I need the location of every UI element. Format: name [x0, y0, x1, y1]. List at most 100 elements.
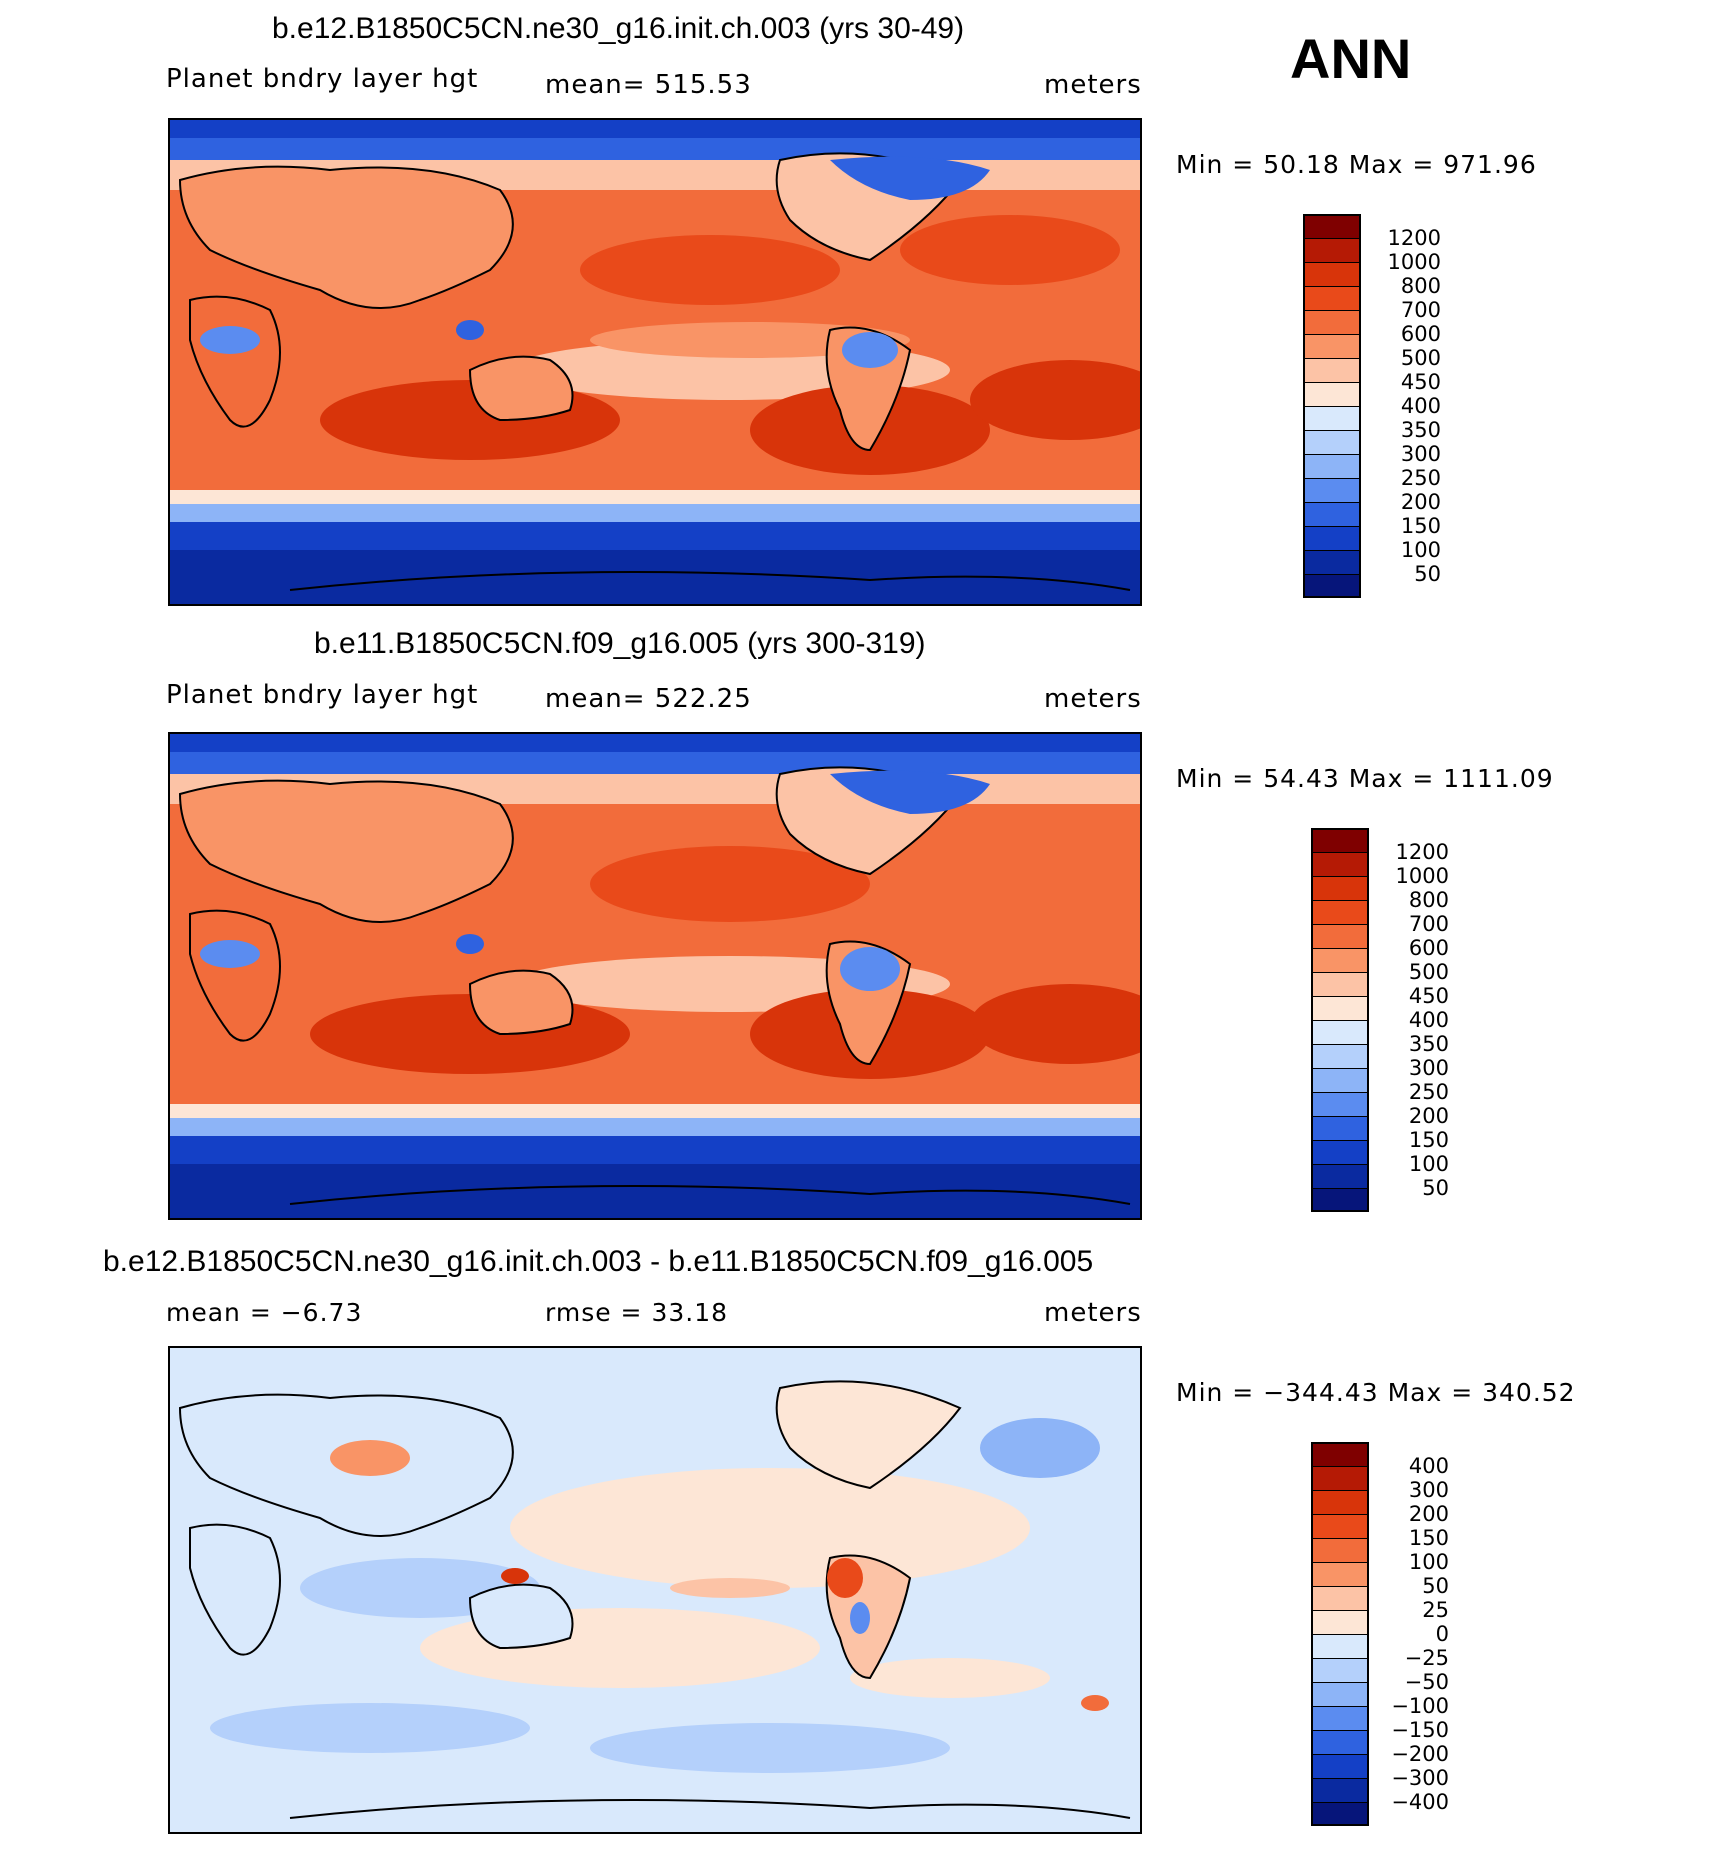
panel3-colorbar-bin — [1311, 1802, 1369, 1826]
panel3-colorbar-label: −300 — [1391, 1766, 1449, 1790]
panel1-colorbar-bin — [1303, 526, 1361, 550]
panel3-colorbar-bin — [1311, 1514, 1369, 1538]
panel1-colorbar-label: 450 — [1400, 370, 1441, 394]
panel2-colorbar-label: 1000 — [1395, 864, 1449, 888]
panel2-colorbar-label: 800 — [1408, 888, 1449, 912]
panel3-colorbar-bin — [1311, 1562, 1369, 1586]
panel2-colorbar-label: 400 — [1408, 1008, 1449, 1032]
panel3-colorbar-bin — [1311, 1778, 1369, 1802]
panel3-colorbar-bin — [1311, 1466, 1369, 1490]
panel1-colorbar-bin — [1303, 406, 1361, 430]
panel1-variable-label: Planet bndry layer hgt — [166, 64, 479, 94]
panel1-colorbar-bin — [1303, 310, 1361, 334]
panel1-mean-label: mean= 515.53 — [545, 70, 752, 100]
panel2-title: b.e11.B1850C5CN.f09_g16.005 (yrs 300-319… — [314, 627, 926, 660]
panel1-colorbar-label: 1200 — [1387, 226, 1441, 250]
panel1-colorbar-label: 50 — [1414, 562, 1441, 586]
panel3-mean-label: mean = −6.73 — [166, 1298, 363, 1327]
panel1-colorbar-label: 200 — [1400, 490, 1441, 514]
panel1-colorbar-label: 1000 — [1387, 250, 1441, 274]
panel2-colorbar-label: 50 — [1422, 1176, 1449, 1200]
panel2-colorbar-bin — [1311, 876, 1369, 900]
panel2-map — [168, 732, 1142, 1220]
panel1-colorbar-label: 400 — [1400, 394, 1441, 418]
panel3-colorbar-bin — [1311, 1754, 1369, 1778]
panel1-colorbar-bin — [1303, 238, 1361, 262]
panel3-colorbar-label: 100 — [1408, 1550, 1449, 1574]
season-label: ANN — [1290, 27, 1412, 90]
panel1-colorbar-bin — [1303, 382, 1361, 406]
panel3-colorbar-label: −400 — [1391, 1790, 1449, 1814]
panel2-colorbar-bin — [1311, 828, 1369, 852]
panel1-colorbar-label: 350 — [1400, 418, 1441, 442]
panel1-colorbar-label: 100 — [1400, 538, 1441, 562]
panel1-colorbar-bin — [1303, 358, 1361, 382]
panel1-title: b.e12.B1850C5CN.ne30_g16.init.ch.003 (yr… — [272, 12, 965, 45]
panel2-colorbar-bin — [1311, 1020, 1369, 1044]
panel1-colorbar: 1200 1000 800 700 600 500 450 400 350 30… — [1303, 214, 1463, 604]
panel3-rmse-label: rmse = 33.18 — [545, 1298, 729, 1327]
panel2-colorbar-label: 700 — [1408, 912, 1449, 936]
panel2-colorbar-label: 350 — [1408, 1032, 1449, 1056]
panel1-map — [168, 118, 1142, 606]
panel1-colorbar-label: 150 — [1400, 514, 1441, 538]
panel3-colorbar-bin — [1311, 1730, 1369, 1754]
panel1-units-label: meters — [1044, 70, 1142, 100]
panel1-colorbar-bin — [1303, 334, 1361, 358]
panel3-colorbar-label: 200 — [1408, 1502, 1449, 1526]
panel2-colorbar-bin — [1311, 996, 1369, 1020]
panel2-colorbar-bin — [1311, 1044, 1369, 1068]
panel3-map — [168, 1346, 1142, 1834]
panel2-colorbar-label: 500 — [1408, 960, 1449, 984]
panel1-colorbar-label: 250 — [1400, 466, 1441, 490]
panel3-colorbar-label: −150 — [1391, 1718, 1449, 1742]
panel2-colorbar-label: 250 — [1408, 1080, 1449, 1104]
panel3-colorbar-bin — [1311, 1586, 1369, 1610]
panel1-colorbar-label: 300 — [1400, 442, 1441, 466]
panel3-colorbar-label: −50 — [1404, 1670, 1449, 1694]
panel3-colorbar-bin — [1311, 1706, 1369, 1730]
panel2-colorbar-label: 300 — [1408, 1056, 1449, 1080]
panel1-colorbar-label: 700 — [1400, 298, 1441, 322]
panel3-units-label: meters — [1044, 1298, 1142, 1328]
panel2-colorbar-label: 100 — [1408, 1152, 1449, 1176]
panel2-colorbar-bin — [1311, 852, 1369, 876]
panel2-colorbar-bin — [1311, 1140, 1369, 1164]
panel1-colorbar-label: 600 — [1400, 322, 1441, 346]
panel1-colorbar-bin — [1303, 454, 1361, 478]
panel1-colorbar-bin — [1303, 214, 1361, 238]
panel3-colorbar-label: −100 — [1391, 1694, 1449, 1718]
panel1-colorbar-bin — [1303, 574, 1361, 598]
panel2-colorbar-bin — [1311, 924, 1369, 948]
panel2-variable-label: Planet bndry layer hgt — [166, 680, 479, 710]
panel1-minmax: Min = 50.18 Max = 971.96 — [1176, 150, 1537, 179]
panel1-colorbar-bin — [1303, 286, 1361, 310]
panel3-colorbar-label: 50 — [1422, 1574, 1449, 1598]
panel2-colorbar-bin — [1311, 900, 1369, 924]
panel3-colorbar-label: −200 — [1391, 1742, 1449, 1766]
panel2-colorbar-bin — [1311, 948, 1369, 972]
panel3-colorbar-bin — [1311, 1490, 1369, 1514]
panel3-colorbar-bin — [1311, 1538, 1369, 1562]
panel2-colorbar-label: 200 — [1408, 1104, 1449, 1128]
panel1-colorbar-bin — [1303, 502, 1361, 526]
panel1-colorbar-bin — [1303, 430, 1361, 454]
panel2-colorbar-label: 150 — [1408, 1128, 1449, 1152]
panel3-colorbar-bin — [1311, 1634, 1369, 1658]
panel3-colorbar-bin — [1311, 1610, 1369, 1634]
panel2-colorbar: 1200 1000 800 700 600 500 450 400 350 30… — [1311, 828, 1471, 1218]
panel2-minmax: Min = 54.43 Max = 1111.09 — [1176, 764, 1554, 793]
panel3-colorbar-label: 25 — [1422, 1598, 1449, 1622]
panel3-colorbar-label: 0 — [1435, 1622, 1449, 1646]
panel1-colorbar-bin — [1303, 550, 1361, 574]
panel2-colorbar-bin — [1311, 1164, 1369, 1188]
panel1-colorbar-bin — [1303, 478, 1361, 502]
panel1-colorbar-label: 500 — [1400, 346, 1441, 370]
panel2-units-label: meters — [1044, 684, 1142, 714]
panel2-colorbar-bin — [1311, 972, 1369, 996]
panel3-colorbar: 400 300 200 150 100 50 25 0 −25 −50 −100… — [1311, 1442, 1471, 1832]
panel2-colorbar-bin — [1311, 1116, 1369, 1140]
panel1-colorbar-bin — [1303, 262, 1361, 286]
panel3-colorbar-bin — [1311, 1658, 1369, 1682]
panel3-colorbar-bin — [1311, 1442, 1369, 1466]
